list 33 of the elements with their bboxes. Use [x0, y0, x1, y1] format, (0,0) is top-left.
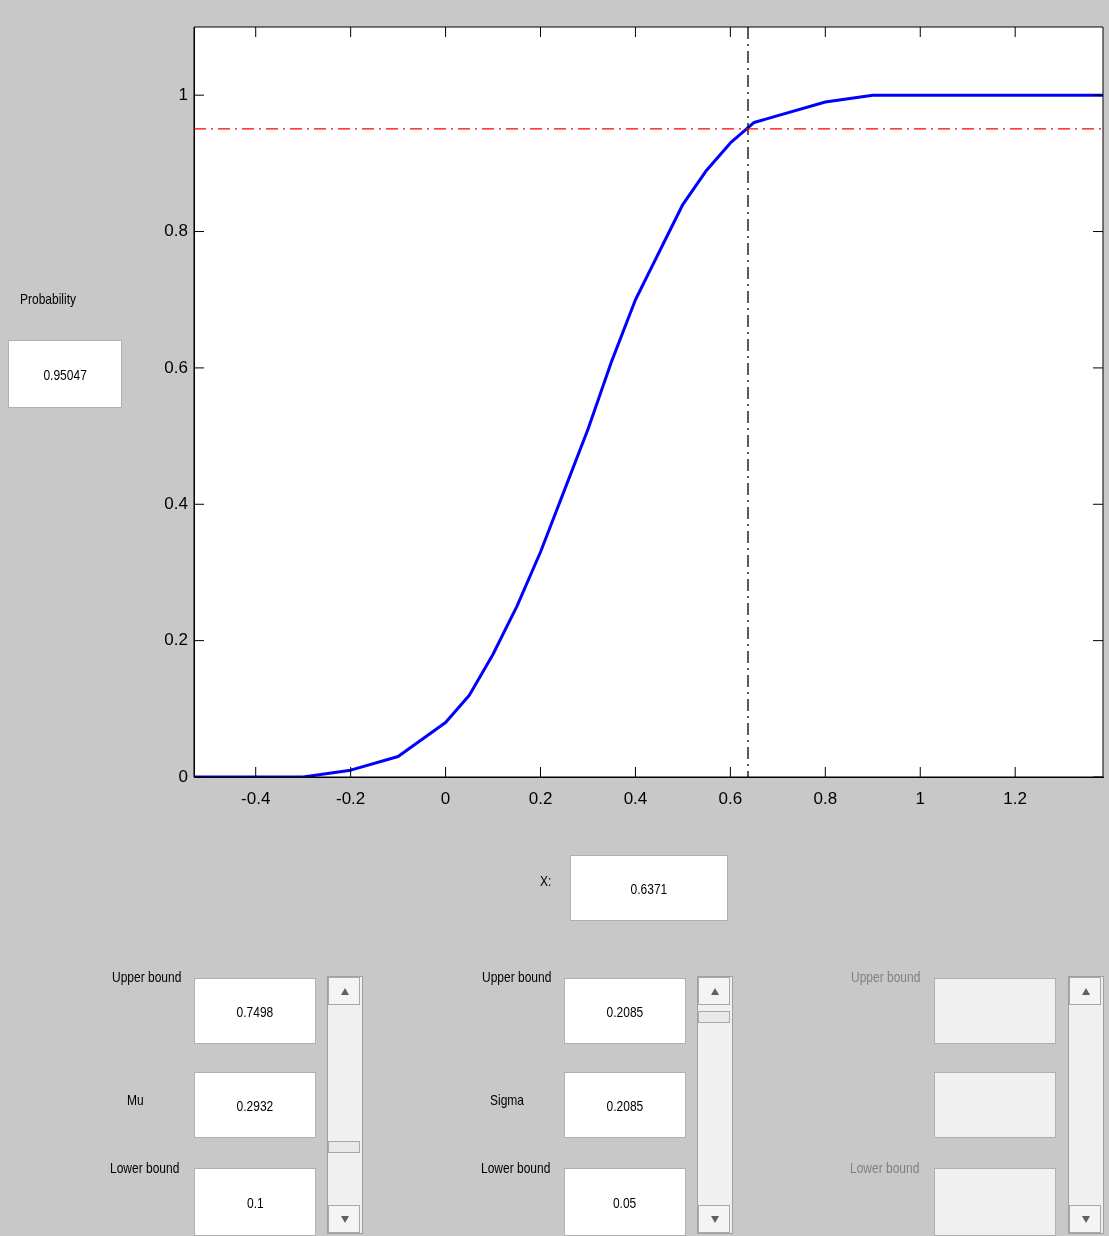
x-tick-label: 0: [440, 788, 451, 808]
x-tick-label: -0.2: [335, 788, 366, 808]
text: Lower bound: [481, 1159, 551, 1176]
text: Lower bound: [110, 1159, 180, 1176]
y-tick-label: 0.2: [164, 630, 188, 650]
x-tick-label: -0.4: [241, 788, 271, 808]
text-field: 0.6371: [570, 855, 728, 921]
text: Upper bound: [112, 968, 182, 985]
x-tick-label: 1.2: [1003, 788, 1028, 808]
text: Sigma: [490, 1091, 525, 1108]
y-tick-label: 1: [178, 84, 188, 104]
x-tick-label: 0.8: [813, 788, 838, 808]
text-field: 0.2932: [194, 1072, 316, 1138]
x-tick-label: 0.4: [623, 788, 648, 808]
text: Mu: [127, 1091, 144, 1108]
text: Probability: [20, 290, 77, 307]
text-field: 0.95047: [8, 340, 122, 408]
text-field: 0.7498: [194, 978, 316, 1044]
y-tick-label: 0: [178, 766, 188, 786]
text-field: 0.2085: [564, 978, 686, 1044]
y-tick-label: 0.6: [164, 357, 188, 377]
text-field: 0.05: [564, 1168, 686, 1236]
x-tick-label: 0.2: [528, 788, 553, 808]
text: Lower bound: [850, 1159, 920, 1176]
text-field: 0.2085: [564, 1072, 686, 1138]
x-tick-label: 0.6: [718, 788, 743, 808]
text-field: 0.1: [194, 1168, 316, 1236]
text: Upper bound: [482, 968, 552, 985]
text: X:: [540, 872, 552, 889]
y-tick-label: 0.8: [164, 221, 188, 241]
text: Upper bound: [851, 968, 921, 985]
y-tick-label: 0.4: [164, 493, 188, 513]
x-tick-label: 1: [915, 788, 925, 808]
